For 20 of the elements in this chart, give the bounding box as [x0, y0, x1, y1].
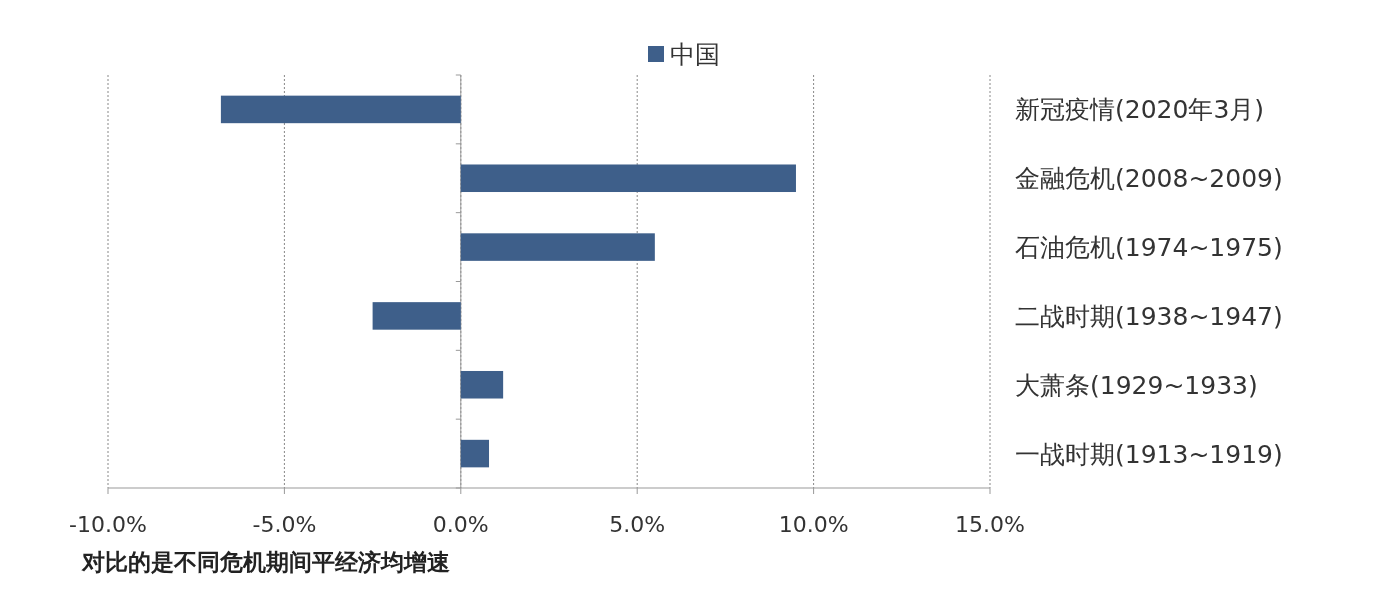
x-tick-label: 5.0%: [609, 512, 666, 537]
y-tick-label: 一战时期(1913~1919): [1015, 439, 1283, 469]
y-tick-label: 新冠疫情(2020年3月): [1015, 95, 1265, 125]
x-tick-label: 10.0%: [778, 512, 849, 537]
text: 对比的是不同危机期间平经济均增速: [81, 549, 450, 575]
bar: [460, 439, 490, 468]
x-tick-label: -5.0%: [252, 512, 317, 537]
bar: [460, 370, 504, 399]
y-tick-label: 石油危机(1974~1975): [1015, 233, 1283, 263]
bar: [220, 95, 461, 124]
y-tick-label: 大萧条(1929~1933): [1015, 370, 1258, 400]
bar: [372, 302, 461, 330]
bar: [460, 233, 655, 261]
x-tick-label: 0.0%: [432, 512, 489, 537]
x-tick-label: 15.0%: [955, 512, 1025, 537]
y-tick-label: 金融危机(2008~2009): [1015, 164, 1283, 194]
x-tick-label: -10.0%: [69, 512, 147, 537]
bar: [460, 164, 796, 193]
y-tick-label: 二战时期(1938~1947): [1015, 301, 1283, 331]
legend-label: 中国: [670, 40, 720, 69]
